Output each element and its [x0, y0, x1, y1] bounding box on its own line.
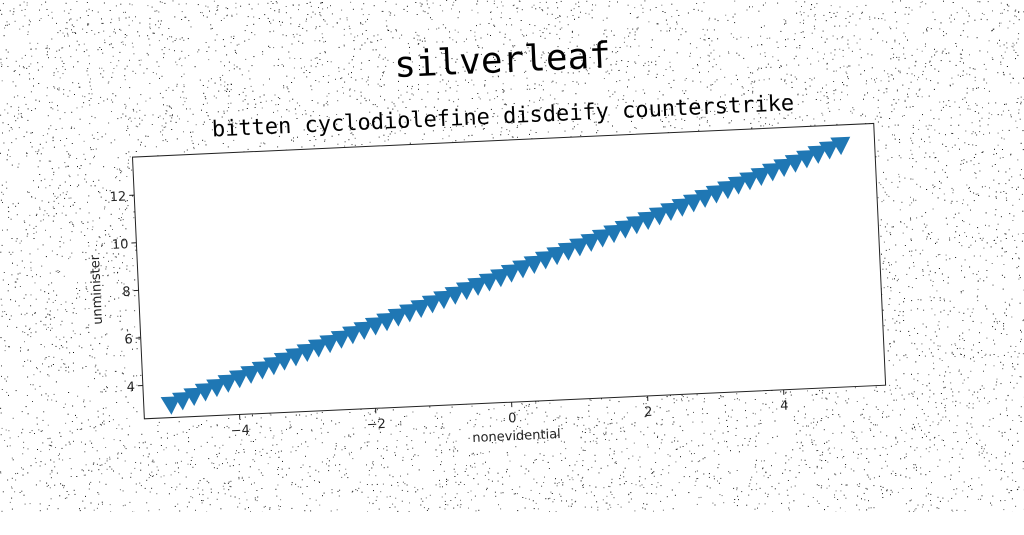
x-tick-label: 4 [780, 399, 789, 414]
x-tick-label: 0 [508, 411, 517, 426]
y-tick-label: 12 [109, 190, 126, 206]
y-axis-label: unminister [88, 254, 106, 325]
x-tick-label: −4 [230, 423, 250, 439]
x-axis-label: nonevidential [472, 427, 561, 446]
y-tick-label: 8 [122, 285, 131, 300]
x-tick-label: −2 [366, 417, 386, 433]
y-tick-label: 4 [126, 380, 135, 395]
y-tick-label: 10 [112, 237, 129, 253]
x-tick-label: 2 [644, 405, 653, 420]
y-tick-label: 6 [124, 332, 133, 347]
